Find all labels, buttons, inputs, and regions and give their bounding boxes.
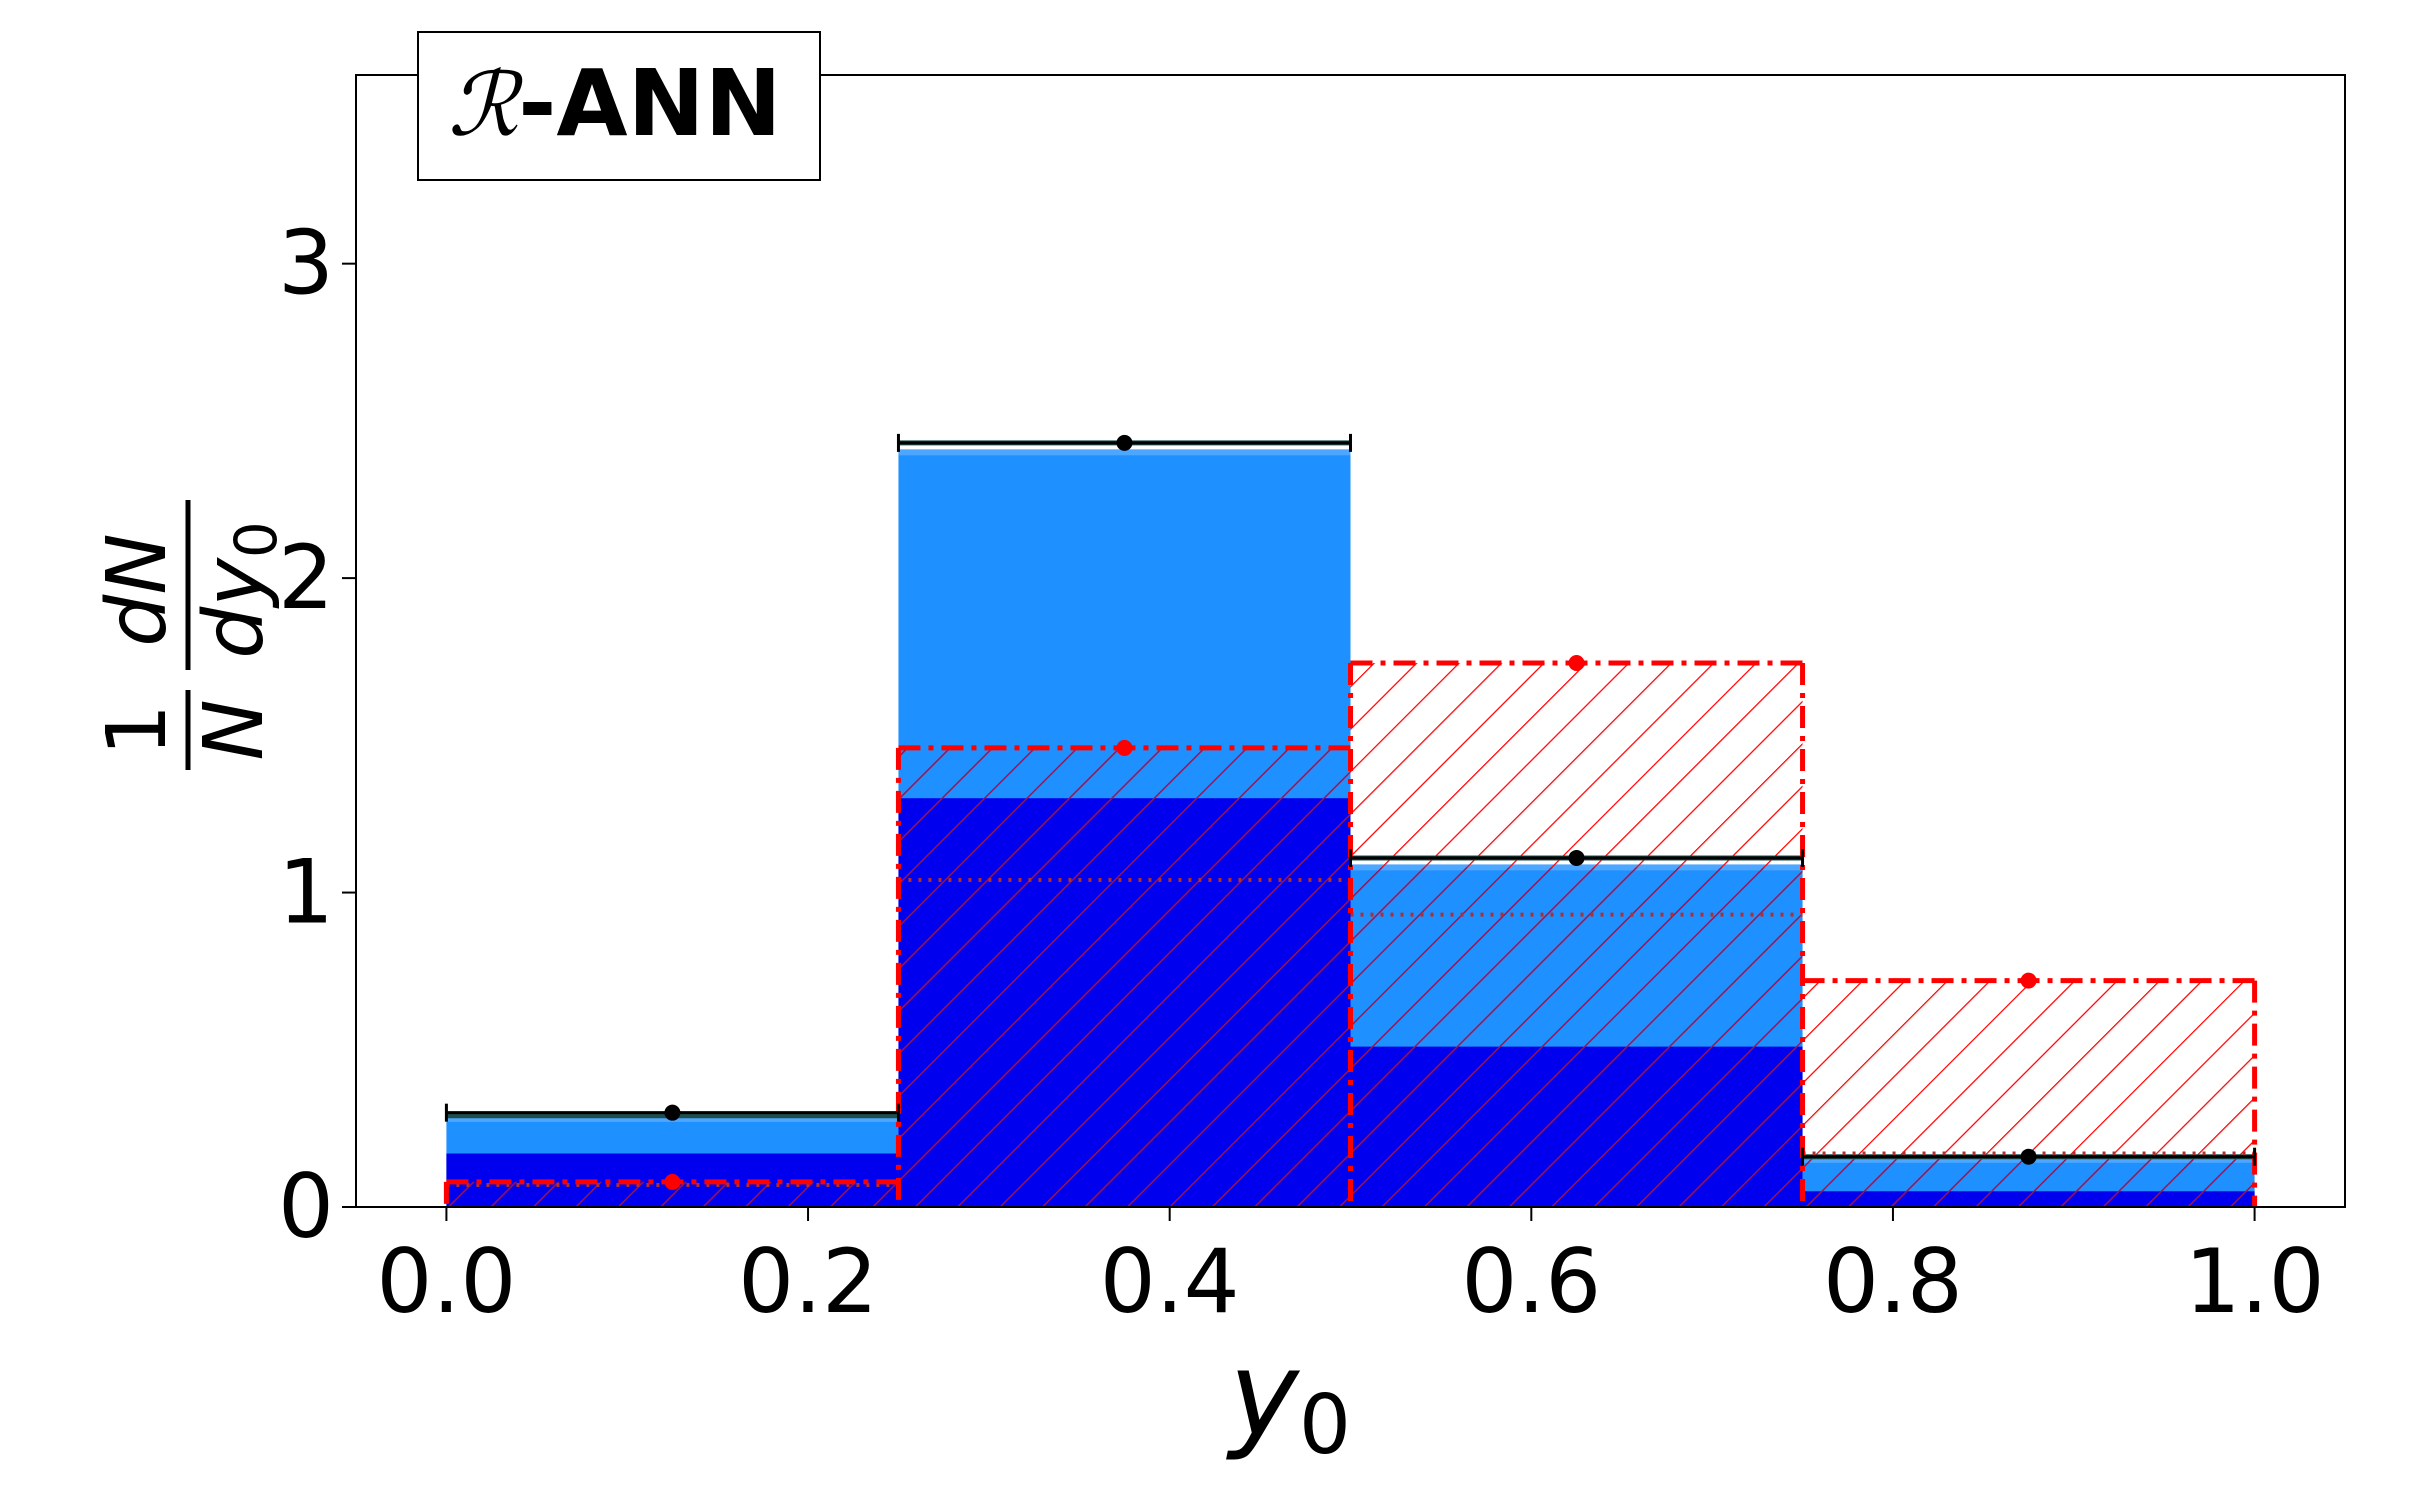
black-point-3 (2020, 1148, 2037, 1165)
plot-area (443, 433, 2258, 1207)
x-tick-label-2: 0.4 (1100, 1230, 1240, 1333)
black-point-1 (1116, 434, 1133, 451)
overlap-hatch-1 (898, 747, 1351, 1207)
legend-text: -ANN (518, 50, 781, 157)
y-tick-label-0: 0 (278, 1155, 334, 1258)
overlap-hatch-3 (1802, 1159, 2255, 1207)
x-axis-label-sub: 0 (1299, 1378, 1351, 1473)
overlap-hatch-2 (1350, 867, 1803, 1207)
y-label-frac1-den: N (187, 699, 282, 760)
y-label-frac2-num: dN (90, 533, 185, 646)
black-point-0 (664, 1104, 681, 1121)
y-tick-label-2: 2 (278, 526, 334, 629)
axes: 0.0 0.2 0.4 0.6 0.8 1.0 0 1 2 3 (278, 74, 2346, 1333)
x-axis-label: y0 (1226, 1325, 1351, 1473)
x-tick-label-3: 0.6 (1461, 1230, 1601, 1333)
legend-box: ℛ-ANN (417, 31, 821, 181)
red-point-3 (2020, 972, 2037, 989)
legend-script-symbol: ℛ (448, 53, 524, 156)
y-label-frac2-den-base: dy (187, 557, 282, 659)
axis-labels: y0 1 N dN dy0 (90, 500, 1351, 1473)
light-blue-edge-1 (898, 449, 1351, 456)
x-tick-label-4: 0.8 (1823, 1230, 1963, 1333)
legend-frame (417, 31, 821, 181)
x-tick-label-1: 0.2 (738, 1230, 878, 1333)
x-tick-label-5: 1.0 (2185, 1230, 2325, 1333)
red-point-1 (1116, 739, 1133, 756)
y-tick-label-3: 3 (278, 212, 334, 315)
axes-frame (355, 74, 2346, 1208)
legend-label: ℛ-ANN (448, 50, 782, 157)
y-axis-label: 1 N dN dy0 (90, 500, 290, 770)
y-label-frac1-num: 1 (90, 704, 185, 756)
x-axis-label-base: y (1226, 1325, 1301, 1463)
black-point-2 (1568, 849, 1585, 866)
red-point-0 (664, 1173, 681, 1190)
red-point-2 (1568, 655, 1585, 672)
y-label-frac2-den: dy0 (187, 521, 290, 658)
y-tick-label-1: 1 (278, 841, 334, 944)
y-label-frac2-den-sub: 0 (222, 521, 290, 558)
x-tick-label-0: 0.0 (376, 1230, 516, 1333)
